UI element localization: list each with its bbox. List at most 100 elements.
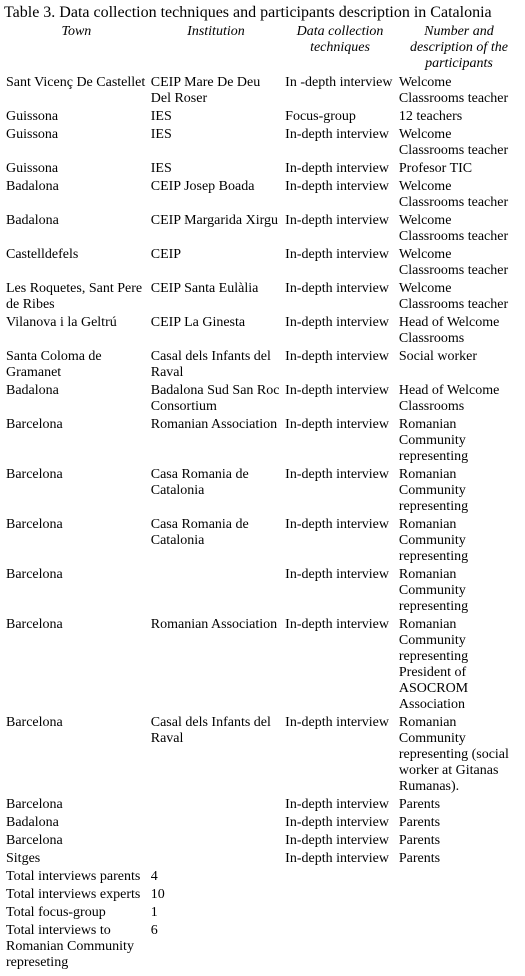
cell-institution: 4 <box>149 868 283 886</box>
cell-town: Sant Vicenç De Castellet <box>4 74 149 108</box>
cell-institution <box>149 566 283 616</box>
cell-technique: In-depth interview <box>283 466 397 516</box>
cell-institution: CEIP La Ginesta <box>149 314 283 348</box>
cell-town: Total interviews parents <box>4 868 149 886</box>
table-row: GuissonaIESFocus-group12 teachers <box>4 108 521 126</box>
data-table: Town Institution Data collection techniq… <box>4 24 521 972</box>
table-row: Total interviews experts10 <box>4 886 521 904</box>
cell-institution: 10 <box>149 886 283 904</box>
cell-town: Barcelona <box>4 466 149 516</box>
cell-institution <box>149 832 283 850</box>
table-header-row: Town Institution Data collection techniq… <box>4 24 521 74</box>
header-participants: Number and description of the participan… <box>397 24 521 74</box>
cell-technique: In-depth interview <box>283 314 397 348</box>
cell-technique <box>283 904 397 922</box>
table-row: BarcelonaIn-depth interviewParents <box>4 832 521 850</box>
table-row: Barcelona In-depth interviewRomanian Comm… <box>4 566 521 616</box>
cell-institution: Romanian Association <box>149 416 283 466</box>
cell-technique: In-depth interview <box>283 714 397 796</box>
cell-town: Barcelona <box>4 416 149 466</box>
cell-town: Les Roquetes, Sant Pere de Ribes <box>4 280 149 314</box>
cell-institution: IES <box>149 160 283 178</box>
table-row: SitgesIn-depth interviewParents <box>4 850 521 868</box>
header-town: Town <box>4 24 149 74</box>
cell-technique: In-depth interview <box>283 516 397 566</box>
cell-town: Total interviews to Romanian Community r… <box>4 922 149 972</box>
cell-participants: Romanian Community representing <box>397 466 521 516</box>
cell-institution: Badalona Sud San Roc Consortium <box>149 382 283 416</box>
cell-participants: Welcome Classrooms teacher <box>397 212 521 246</box>
cell-town: Barcelona <box>4 566 149 616</box>
table-row: Santa Coloma de GramanetCasal dels Infan… <box>4 348 521 382</box>
header-technique: Data collection techniques <box>283 24 397 74</box>
table-row: BarcelonaCasa Romania de CataloniaIn-dep… <box>4 516 521 566</box>
cell-institution: CEIP Margarida Xirgu <box>149 212 283 246</box>
cell-participants: Parents <box>397 832 521 850</box>
cell-technique: In-depth interview <box>283 616 397 714</box>
cell-technique <box>283 886 397 904</box>
cell-participants: Romanian Community representing <box>397 566 521 616</box>
table-row: BarcelonaCasa Romania de CataloniaIn-dep… <box>4 466 521 516</box>
cell-participants: Welcome Classrooms teacher <box>397 74 521 108</box>
cell-participants: Romanian Community representing <box>397 516 521 566</box>
cell-technique: In-depth interview <box>283 382 397 416</box>
cell-town: Guissona <box>4 160 149 178</box>
cell-institution: 1 <box>149 904 283 922</box>
cell-institution: CEIP Mare De Deu Del Roser <box>149 74 283 108</box>
table-row: CastelldefelsCEIPIn-depth interviewWelco… <box>4 246 521 280</box>
cell-technique: In -depth interview <box>283 74 397 108</box>
table-row: BarcelonaIn-depth interviewParents <box>4 796 521 814</box>
cell-institution: Casal dels Infants del Raval <box>149 714 283 796</box>
table-row: BarcelonaRomanian AssociationIn-depth in… <box>4 616 521 714</box>
cell-town: Barcelona <box>4 796 149 814</box>
cell-technique <box>283 922 397 972</box>
cell-technique: In-depth interview <box>283 126 397 160</box>
cell-town: Barcelona <box>4 616 149 714</box>
table-row: BadalonaIn-depth interviewParents <box>4 814 521 832</box>
header-institution: Institution <box>149 24 283 74</box>
cell-technique: In-depth interview <box>283 416 397 466</box>
cell-technique: Focus-group <box>283 108 397 126</box>
table-row: Total focus-group1 <box>4 904 521 922</box>
cell-institution: IES <box>149 108 283 126</box>
cell-institution: IES <box>149 126 283 160</box>
cell-institution: Casal dels Infants del Raval <box>149 348 283 382</box>
cell-institution: Romanian Association <box>149 616 283 714</box>
cell-participants: Head of Welcome Classrooms <box>397 314 521 348</box>
cell-institution <box>149 814 283 832</box>
cell-town: Barcelona <box>4 516 149 566</box>
cell-participants <box>397 868 521 886</box>
cell-participants: 12 teachers <box>397 108 521 126</box>
cell-technique: In-depth interview <box>283 280 397 314</box>
table-row: BadalonaCEIP Margarida XirguIn-depth int… <box>4 212 521 246</box>
cell-town: Total focus-group <box>4 904 149 922</box>
cell-participants: Romanian Community representing (social … <box>397 714 521 796</box>
table-row: BadalonaBadalona Sud San Roc ConsortiumI… <box>4 382 521 416</box>
cell-technique: In-depth interview <box>283 566 397 616</box>
cell-participants: Parents <box>397 796 521 814</box>
cell-town: Badalona <box>4 382 149 416</box>
cell-participants <box>397 922 521 972</box>
table-row: Sant Vicenç De CastelletCEIP Mare De Deu… <box>4 74 521 108</box>
cell-participants: Social worker <box>397 348 521 382</box>
cell-participants: Welcome Classrooms teacher <box>397 280 521 314</box>
cell-participants: Welcome Classrooms teacher <box>397 178 521 212</box>
cell-participants: Romanian Community representing <box>397 416 521 466</box>
cell-participants <box>397 886 521 904</box>
cell-institution <box>149 850 283 868</box>
cell-technique: In-depth interview <box>283 814 397 832</box>
cell-town: Badalona <box>4 212 149 246</box>
cell-participants <box>397 904 521 922</box>
cell-participants: Romanian Community representing Presiden… <box>397 616 521 714</box>
cell-technique: In-depth interview <box>283 178 397 212</box>
cell-institution <box>149 796 283 814</box>
cell-technique: In-depth interview <box>283 160 397 178</box>
table-row: GuissonaIESIn-depth interviewProfesor TI… <box>4 160 521 178</box>
cell-institution: 6 <box>149 922 283 972</box>
cell-town: Badalona <box>4 814 149 832</box>
table-row: Total interviews parents4 <box>4 868 521 886</box>
table-caption: Table 3. Data collection techniques and … <box>4 4 521 22</box>
cell-participants: Parents <box>397 850 521 868</box>
cell-town: Barcelona <box>4 714 149 796</box>
cell-technique: In-depth interview <box>283 246 397 280</box>
